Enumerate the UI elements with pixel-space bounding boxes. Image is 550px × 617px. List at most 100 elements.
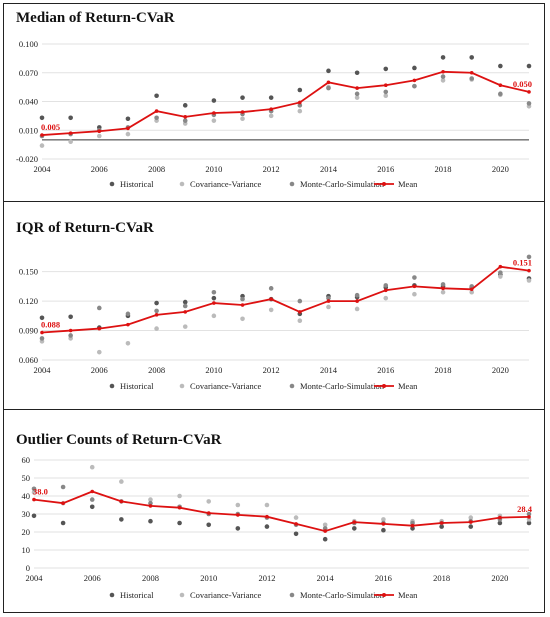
data-point	[89, 504, 95, 510]
legend-label: Monte-Carlo-Simulation	[300, 179, 385, 189]
y-tick-label: 10	[22, 545, 31, 555]
y-tick-label: 0.070	[19, 68, 38, 78]
legend-marker	[289, 181, 295, 187]
data-point	[526, 101, 532, 106]
mean-point	[212, 301, 216, 305]
data-point	[154, 93, 159, 99]
x-tick-label: 2014	[320, 365, 338, 375]
data-point	[211, 313, 217, 319]
legend-label: Historical	[120, 179, 154, 189]
data-point	[383, 283, 389, 288]
mean-annotation: 0.005	[41, 122, 60, 132]
data-point	[383, 89, 389, 95]
data-point	[468, 524, 474, 529]
x-tick-label: 2018	[435, 365, 452, 375]
data-point	[268, 95, 274, 100]
data-point	[268, 286, 274, 291]
data-point	[326, 304, 331, 310]
data-point	[96, 305, 102, 311]
x-tick-label: 2006	[91, 365, 108, 375]
data-point	[68, 115, 73, 121]
mean-point	[527, 90, 531, 94]
data-point	[326, 295, 331, 301]
data-point	[89, 497, 95, 502]
data-point	[440, 282, 446, 287]
iqr-chart: 0.060 0.090 0.120 0.150 2004 2006 2008 2010 2012…	[19, 254, 532, 391]
data-point	[96, 133, 102, 139]
mean-point	[410, 523, 415, 528]
mean-point	[441, 69, 445, 74]
data-point	[383, 93, 389, 99]
data-point	[293, 531, 299, 537]
x-tick-label: 2004	[26, 573, 44, 583]
data-point	[498, 274, 503, 279]
mean-point	[40, 133, 44, 137]
data-point	[264, 502, 270, 508]
data-point	[211, 118, 217, 123]
legend-marker	[289, 592, 295, 598]
data-point	[206, 499, 212, 504]
mean-point	[154, 313, 159, 317]
data-point	[322, 522, 328, 528]
y-tick-label: 0.150	[19, 267, 38, 277]
data-point	[148, 497, 153, 502]
y-tick-label: 0.040	[19, 97, 38, 107]
data-point	[154, 115, 159, 121]
data-point	[526, 254, 532, 260]
x-tick-label: 2008	[142, 573, 159, 583]
data-point	[297, 318, 303, 324]
x-tick-label: 2010	[205, 164, 222, 174]
x-tick-label: 2020	[491, 573, 508, 583]
data-point	[125, 116, 131, 122]
x-tick-label: 2010	[205, 365, 222, 375]
data-point	[235, 526, 241, 531]
data-point	[526, 511, 532, 517]
y-tick-label: 0.060	[19, 355, 38, 365]
data-point	[468, 515, 474, 520]
mean-point	[527, 268, 531, 273]
data-point	[39, 315, 45, 321]
data-point	[526, 63, 532, 69]
data-point	[322, 526, 328, 531]
x-tick-label: 2016	[375, 573, 392, 583]
data-point	[410, 526, 415, 531]
mean-point	[269, 107, 273, 111]
mean-point	[498, 264, 503, 269]
legend-label: Historical	[120, 381, 154, 391]
data-point	[182, 299, 188, 305]
mean-point	[68, 131, 73, 135]
mean-point	[265, 514, 269, 519]
mean-point	[236, 513, 240, 517]
mean-point	[294, 522, 298, 526]
outlier-chart: 0 10 20 30 40 50 60 2004 2006 2008 2010 2012 2014 201…	[22, 455, 533, 600]
data-point	[206, 522, 212, 528]
mean-point	[498, 515, 502, 520]
data-point	[125, 341, 131, 346]
data-point	[440, 78, 446, 83]
legend-label: Mean	[398, 179, 418, 189]
data-point	[211, 98, 217, 103]
mean-point	[412, 78, 417, 83]
mean-point	[412, 284, 417, 289]
median-chart: -0.020 0.010 0.040 0.070 0.100 2004 2006 2008 20…	[16, 39, 532, 189]
data-point	[148, 500, 153, 506]
legend-label: Monte-Carlo-Simulation	[300, 381, 385, 391]
data-point	[119, 517, 124, 522]
legend-label: Covariance-Variance	[190, 590, 261, 600]
data-point	[268, 113, 274, 119]
mean-point	[183, 115, 188, 119]
mean-annotation: 38.0	[33, 487, 48, 497]
x-tick-label: 2010	[200, 573, 217, 583]
mean-point	[68, 328, 73, 333]
data-point	[60, 520, 66, 526]
data-point	[68, 139, 73, 145]
mean-annotation: 28.4	[517, 504, 533, 514]
x-tick-label: 2008	[148, 164, 165, 174]
legend-marker	[109, 592, 115, 598]
data-point	[297, 298, 303, 304]
legend-marker	[179, 383, 185, 389]
data-point	[119, 479, 124, 484]
legend-label: Covariance-Variance	[190, 179, 261, 189]
mean-point	[183, 310, 188, 314]
x-tick-label: 2016	[377, 164, 394, 174]
